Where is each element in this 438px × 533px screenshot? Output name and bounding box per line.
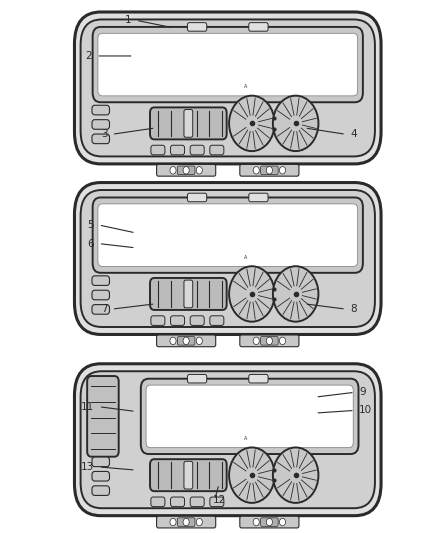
Text: A: A bbox=[244, 84, 247, 89]
FancyBboxPatch shape bbox=[98, 34, 357, 96]
Text: 9: 9 bbox=[359, 387, 366, 397]
FancyBboxPatch shape bbox=[92, 276, 110, 285]
FancyBboxPatch shape bbox=[92, 120, 110, 130]
Circle shape bbox=[279, 166, 286, 174]
Circle shape bbox=[229, 95, 275, 151]
FancyBboxPatch shape bbox=[170, 497, 184, 506]
Circle shape bbox=[196, 518, 202, 526]
FancyBboxPatch shape bbox=[184, 280, 193, 308]
Text: 2: 2 bbox=[85, 51, 92, 61]
FancyBboxPatch shape bbox=[157, 516, 216, 528]
FancyBboxPatch shape bbox=[184, 461, 193, 489]
FancyBboxPatch shape bbox=[81, 371, 375, 508]
FancyBboxPatch shape bbox=[93, 198, 363, 273]
FancyBboxPatch shape bbox=[170, 316, 184, 325]
FancyBboxPatch shape bbox=[190, 316, 204, 325]
FancyBboxPatch shape bbox=[261, 518, 278, 527]
FancyBboxPatch shape bbox=[240, 335, 299, 346]
FancyBboxPatch shape bbox=[190, 146, 204, 155]
FancyBboxPatch shape bbox=[187, 374, 207, 383]
Circle shape bbox=[229, 266, 275, 321]
FancyBboxPatch shape bbox=[150, 278, 227, 310]
Circle shape bbox=[266, 337, 272, 344]
FancyBboxPatch shape bbox=[81, 19, 375, 157]
Text: A: A bbox=[244, 436, 247, 441]
Circle shape bbox=[273, 95, 318, 151]
FancyBboxPatch shape bbox=[177, 518, 195, 527]
FancyBboxPatch shape bbox=[177, 337, 195, 345]
Circle shape bbox=[170, 518, 176, 526]
Circle shape bbox=[170, 337, 176, 344]
FancyBboxPatch shape bbox=[146, 385, 353, 448]
FancyBboxPatch shape bbox=[92, 457, 110, 467]
FancyBboxPatch shape bbox=[93, 27, 363, 102]
FancyBboxPatch shape bbox=[92, 134, 110, 144]
Text: 12: 12 bbox=[212, 495, 226, 505]
FancyBboxPatch shape bbox=[240, 516, 299, 528]
Circle shape bbox=[183, 337, 189, 344]
FancyBboxPatch shape bbox=[87, 376, 119, 457]
FancyBboxPatch shape bbox=[190, 497, 204, 506]
Circle shape bbox=[273, 266, 318, 321]
FancyBboxPatch shape bbox=[141, 378, 358, 454]
Text: 10: 10 bbox=[359, 406, 372, 415]
Circle shape bbox=[183, 518, 189, 526]
FancyBboxPatch shape bbox=[249, 374, 268, 383]
FancyBboxPatch shape bbox=[151, 497, 165, 506]
FancyBboxPatch shape bbox=[249, 193, 268, 202]
FancyBboxPatch shape bbox=[92, 471, 110, 481]
FancyBboxPatch shape bbox=[150, 108, 227, 140]
FancyBboxPatch shape bbox=[210, 497, 224, 506]
Circle shape bbox=[273, 448, 318, 503]
FancyBboxPatch shape bbox=[187, 23, 207, 31]
FancyBboxPatch shape bbox=[92, 304, 110, 314]
FancyBboxPatch shape bbox=[261, 337, 278, 345]
FancyBboxPatch shape bbox=[92, 106, 110, 115]
FancyBboxPatch shape bbox=[210, 146, 224, 155]
FancyBboxPatch shape bbox=[150, 459, 227, 491]
Text: 7: 7 bbox=[101, 304, 107, 314]
Circle shape bbox=[266, 166, 272, 174]
Text: 1: 1 bbox=[125, 15, 131, 25]
Circle shape bbox=[279, 518, 286, 526]
Circle shape bbox=[266, 518, 272, 526]
Circle shape bbox=[229, 448, 275, 503]
Text: 8: 8 bbox=[350, 304, 357, 314]
Circle shape bbox=[253, 518, 259, 526]
Text: 11: 11 bbox=[81, 402, 94, 411]
FancyBboxPatch shape bbox=[187, 193, 207, 202]
FancyBboxPatch shape bbox=[157, 335, 216, 346]
FancyBboxPatch shape bbox=[151, 316, 165, 325]
FancyBboxPatch shape bbox=[261, 166, 278, 175]
Text: 4: 4 bbox=[350, 130, 357, 139]
Text: 13: 13 bbox=[81, 462, 94, 472]
Circle shape bbox=[253, 166, 259, 174]
FancyBboxPatch shape bbox=[98, 204, 357, 266]
FancyBboxPatch shape bbox=[151, 146, 165, 155]
Circle shape bbox=[170, 166, 176, 174]
FancyBboxPatch shape bbox=[249, 23, 268, 31]
FancyBboxPatch shape bbox=[177, 166, 195, 175]
FancyBboxPatch shape bbox=[184, 110, 193, 138]
FancyBboxPatch shape bbox=[210, 316, 224, 325]
FancyBboxPatch shape bbox=[240, 164, 299, 176]
FancyBboxPatch shape bbox=[81, 190, 375, 327]
FancyBboxPatch shape bbox=[157, 164, 216, 176]
FancyBboxPatch shape bbox=[74, 364, 381, 516]
Text: 6: 6 bbox=[88, 239, 94, 248]
Circle shape bbox=[279, 337, 286, 344]
Circle shape bbox=[196, 337, 202, 344]
Text: A: A bbox=[244, 255, 247, 260]
FancyBboxPatch shape bbox=[74, 12, 381, 164]
FancyBboxPatch shape bbox=[74, 182, 381, 335]
Circle shape bbox=[183, 166, 189, 174]
FancyBboxPatch shape bbox=[92, 486, 110, 496]
Circle shape bbox=[196, 166, 202, 174]
Text: 5: 5 bbox=[88, 220, 94, 230]
FancyBboxPatch shape bbox=[170, 146, 184, 155]
FancyBboxPatch shape bbox=[92, 290, 110, 300]
Circle shape bbox=[253, 337, 259, 344]
Text: 3: 3 bbox=[101, 130, 107, 139]
